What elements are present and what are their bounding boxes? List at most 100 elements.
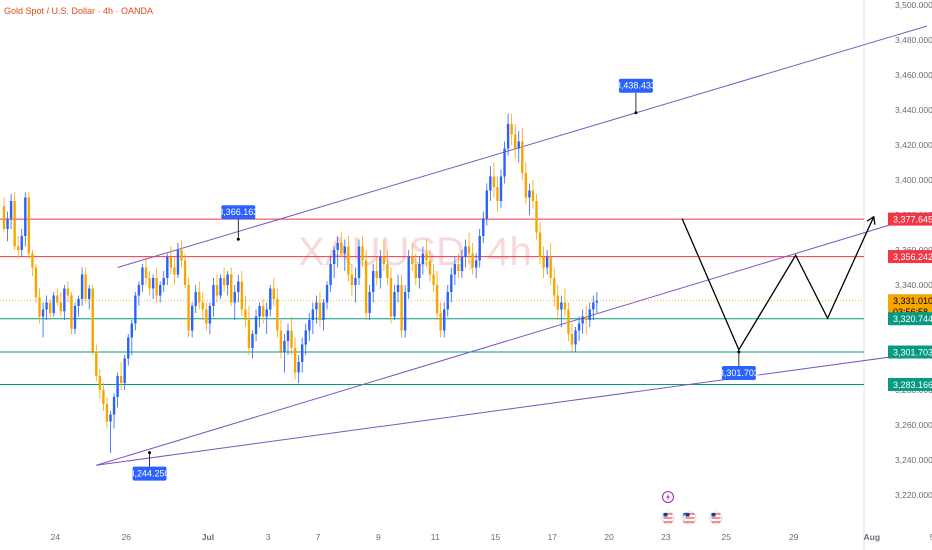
candle bbox=[577, 316, 581, 341]
x-tick-label: 26 bbox=[122, 532, 132, 542]
candle bbox=[134, 292, 137, 331]
candle bbox=[414, 253, 417, 285]
candle bbox=[453, 257, 457, 285]
candle bbox=[428, 250, 432, 282]
candle bbox=[517, 131, 520, 163]
candle bbox=[144, 257, 148, 285]
candle bbox=[474, 253, 478, 278]
candle bbox=[332, 246, 336, 278]
candle bbox=[531, 180, 535, 208]
x-tick-label: 29 bbox=[789, 532, 799, 542]
candle bbox=[59, 292, 62, 317]
candle bbox=[506, 113, 510, 156]
price-axis[interactable] bbox=[864, 0, 932, 550]
candle bbox=[528, 183, 531, 215]
candle bbox=[198, 281, 201, 310]
candle bbox=[119, 362, 123, 390]
candle bbox=[308, 313, 311, 341]
y-tick-label: 3,220.000 bbox=[895, 490, 932, 500]
candle bbox=[123, 355, 126, 390]
candle bbox=[567, 302, 570, 341]
candle bbox=[581, 309, 584, 334]
candle bbox=[357, 239, 361, 285]
candle bbox=[585, 306, 588, 334]
candle bbox=[155, 267, 158, 303]
callout-label: 3,301.703 bbox=[719, 368, 759, 378]
flag-canton bbox=[711, 513, 716, 517]
candle bbox=[169, 246, 173, 275]
candle bbox=[77, 295, 80, 317]
candle bbox=[560, 295, 563, 327]
candle bbox=[237, 274, 240, 303]
trend-line[interactable] bbox=[96, 338, 932, 466]
candle bbox=[112, 393, 116, 429]
candle bbox=[102, 383, 105, 411]
candle bbox=[467, 232, 471, 264]
candle bbox=[269, 285, 272, 317]
x-tick-label: 11 bbox=[431, 532, 440, 542]
candle bbox=[290, 316, 293, 355]
callout-dot bbox=[737, 350, 741, 354]
candle bbox=[336, 236, 339, 268]
candle bbox=[425, 239, 428, 268]
y-tick-label: 3,500.000 bbox=[895, 0, 932, 10]
candle bbox=[70, 292, 73, 334]
candle bbox=[340, 232, 343, 257]
candle bbox=[421, 246, 425, 275]
trend-line[interactable] bbox=[96, 192, 932, 466]
candle bbox=[212, 278, 215, 317]
candle bbox=[251, 330, 254, 359]
candle bbox=[301, 337, 304, 373]
candle bbox=[226, 271, 229, 296]
candle bbox=[382, 239, 386, 271]
x-tick-label: 9 bbox=[376, 532, 381, 542]
candle bbox=[542, 246, 545, 278]
candle bbox=[315, 295, 318, 324]
candle bbox=[322, 299, 325, 331]
x-tick-label: 25 bbox=[722, 532, 732, 542]
candle bbox=[141, 264, 144, 292]
candle bbox=[499, 169, 503, 208]
x-tick-label: 7 bbox=[316, 532, 321, 542]
candle bbox=[375, 257, 378, 285]
candle bbox=[460, 250, 464, 278]
candle bbox=[318, 292, 322, 327]
candle bbox=[222, 267, 226, 292]
candle bbox=[66, 281, 70, 303]
candle bbox=[105, 397, 109, 429]
candle bbox=[95, 344, 98, 382]
candle bbox=[41, 302, 45, 338]
candle bbox=[258, 302, 261, 327]
candle bbox=[535, 194, 538, 240]
price-tag-label: 3,356.242 bbox=[893, 252, 932, 262]
callout-box bbox=[132, 466, 167, 481]
candle bbox=[503, 141, 506, 184]
candle bbox=[24, 192, 27, 247]
callout-label: 3,366.163 bbox=[218, 207, 258, 217]
price-tag bbox=[888, 312, 932, 326]
candle bbox=[283, 334, 286, 373]
callout-label: 3,438.433 bbox=[616, 81, 656, 91]
candle bbox=[556, 285, 559, 320]
candle bbox=[63, 285, 66, 320]
x-tick-label: 5 bbox=[930, 532, 932, 542]
candle bbox=[27, 192, 31, 259]
x-tick-label: 3 bbox=[266, 532, 271, 542]
projection-path[interactable] bbox=[681, 216, 875, 352]
x-tick-label: Jul bbox=[202, 532, 214, 542]
callout-box bbox=[221, 205, 256, 220]
candle bbox=[13, 192, 16, 250]
candle bbox=[439, 302, 442, 338]
callout-dot bbox=[236, 237, 240, 241]
candle bbox=[98, 369, 102, 399]
candle bbox=[297, 355, 300, 383]
candle bbox=[325, 281, 329, 310]
candle bbox=[347, 236, 350, 282]
candle bbox=[159, 281, 162, 303]
candle bbox=[361, 236, 364, 268]
candle bbox=[482, 211, 485, 243]
lightning-glyph bbox=[666, 493, 670, 501]
candle bbox=[407, 250, 410, 299]
candle bbox=[52, 292, 55, 317]
